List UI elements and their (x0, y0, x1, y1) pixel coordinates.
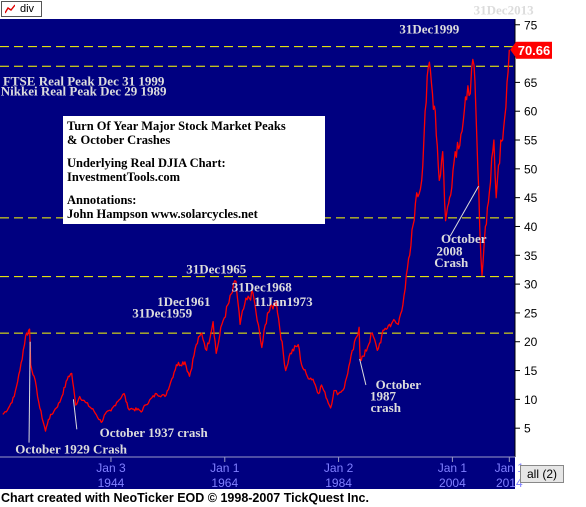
last-value-arrow (510, 41, 516, 58)
y-tick-label-40: 40 (524, 220, 538, 234)
y-tick-label-60: 60 (524, 105, 538, 119)
infobox-line-1: Turn Of Year Major Stock Market Peaks (67, 119, 286, 133)
y-tick-label-65: 65 (524, 76, 538, 90)
infobox-line-3: Underlying Real DJIA Chart: (67, 156, 226, 170)
annotation-label-11: October (376, 377, 422, 392)
annotation-label-2: FTSE Real Peak Dec 31 1999 (3, 73, 165, 88)
x-tick-label-bottom-1: 1964 (211, 476, 238, 490)
y-tick-label-15: 15 (524, 364, 538, 378)
annotation-label-16: Crash (434, 255, 469, 270)
x-tick-label-bottom-3: 2004 (439, 476, 466, 490)
annotation-label-13: crash (371, 400, 402, 415)
y-tick-label-35: 35 (524, 249, 538, 263)
y-tick-label-30: 30 (524, 278, 538, 292)
x-tick-label-top-1: Jan 1 (210, 461, 240, 475)
footer-credit: Chart created with NeoTicker EOD © 1998-… (1, 491, 369, 505)
x-axis-area (0, 457, 515, 489)
annotation-label-1: 31Dec2013 (474, 2, 534, 17)
annotation-label-0: 31Dec1999 (399, 21, 459, 36)
annotation-label-10: October 1929 Crash (15, 442, 127, 457)
infobox-line-5: Annotations: (67, 193, 137, 207)
chart-tag-label: div (20, 3, 35, 15)
x-tick-label-top-2: Jan 2 (324, 461, 354, 475)
y-tick-label-55: 55 (524, 134, 538, 148)
annotation-pointer-3 (449, 185, 480, 237)
annotation-label-14: October (441, 231, 487, 246)
x-tick-label-top-0: Jan 3 (96, 461, 126, 475)
annotation-pointer-2 (359, 358, 367, 386)
last-value-label: 70.66 (518, 43, 551, 58)
annotation-label-12: 1987 (370, 389, 397, 404)
annotation-label-4: 31Dec1965 (186, 262, 246, 277)
x-tick-label-bottom-4: 2014 (496, 476, 523, 490)
last-value-box (516, 41, 552, 59)
infobox-line-6: John Hampson www.solarcycles.net (67, 207, 258, 221)
plot-area (0, 19, 515, 457)
y-tick-label-25: 25 (524, 306, 538, 320)
y-tick-label-20: 20 (524, 335, 538, 349)
line-chart-icon (5, 4, 15, 14)
annotation-pointer-1 (72, 399, 78, 430)
infobox-line-4: InvestmentTools.com (67, 170, 181, 184)
x-tick-label-bottom-0: 1944 (98, 476, 125, 490)
annotation-label-9: October 1937 crash (100, 425, 209, 440)
chart-tag[interactable]: div (1, 1, 42, 17)
annotation-infobox: Turn Of Year Major Stock Market Peaks & … (63, 116, 325, 224)
annotation-label-8: 31Dec1959 (132, 306, 192, 321)
annotation-pointer-0 (28, 341, 31, 443)
y-tick-label-75: 75 (524, 18, 538, 32)
annotation-label-5: 31Dec1968 (232, 280, 292, 295)
all-button[interactable]: all (2) (520, 465, 564, 483)
annotation-label-3: Nikkei Real Peak Dec 29 1989 (1, 84, 167, 99)
annotation-label-15: 2008 (437, 243, 464, 258)
annotation-label-7: 11Jan1973 (254, 294, 313, 309)
y-tick-label-5: 5 (524, 422, 531, 436)
x-tick-label-top-3: Jan 1 (438, 461, 468, 475)
x-tick-label-bottom-2: 1984 (325, 476, 352, 490)
infobox-line-2: & October Crashes (67, 133, 171, 147)
y-tick-label-50: 50 (524, 162, 538, 176)
annotation-label-6: 1Dec1961 (157, 294, 210, 309)
y-axis-area (515, 19, 586, 457)
series-line (2, 49, 510, 432)
y-tick-label-10: 10 (524, 393, 538, 407)
x-tick-label-top-4: Jan 1 (495, 461, 525, 475)
y-tick-label-45: 45 (524, 191, 538, 205)
